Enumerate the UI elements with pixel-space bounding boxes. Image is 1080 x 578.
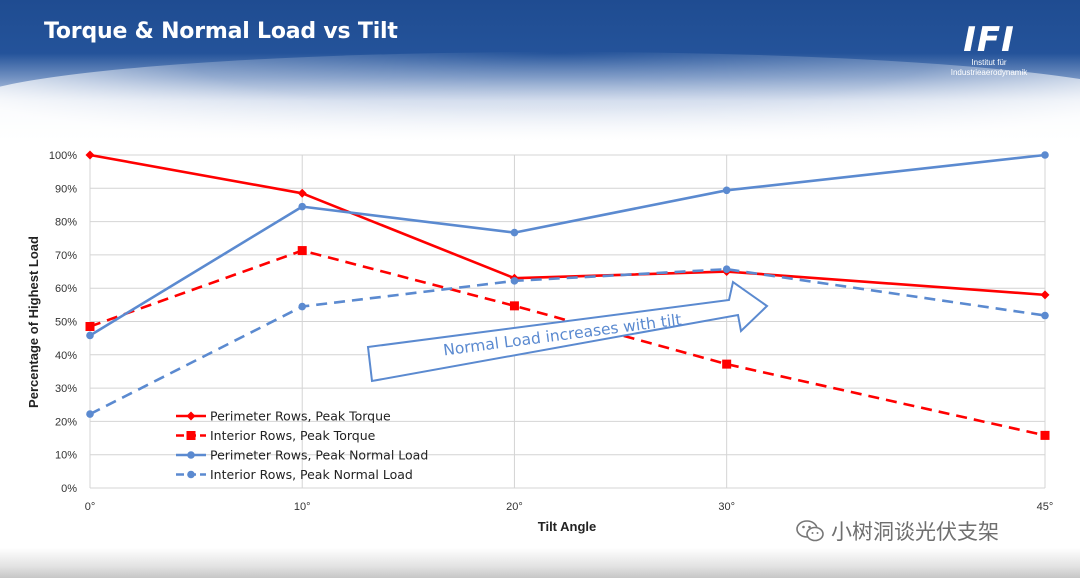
logo-line2: Industrieaerodynamik xyxy=(950,68,1028,77)
x-tick-label: 45° xyxy=(1037,501,1054,513)
legend-label: Perimeter Rows, Peak Torque xyxy=(210,409,391,424)
data-point xyxy=(297,188,307,198)
legend-marker xyxy=(187,451,195,459)
data-point xyxy=(298,302,307,311)
annotation-arrow: Normal Load increases with tilt xyxy=(366,280,769,383)
data-point xyxy=(722,265,731,274)
y-tick-label: 60% xyxy=(55,283,77,295)
x-tick-label: 10° xyxy=(294,501,311,513)
x-tick-label: 20° xyxy=(506,501,523,513)
y-tick-label: 10% xyxy=(55,450,77,462)
data-point xyxy=(297,246,307,256)
wechat-icon xyxy=(796,520,824,542)
data-point xyxy=(722,359,732,369)
watermark-text: 小树洞谈光伏支架 xyxy=(831,520,999,544)
data-point xyxy=(298,202,307,211)
legend-item: Perimeter Rows, Peak Torque xyxy=(176,409,391,424)
x-axis-label: Tilt Angle xyxy=(538,519,597,534)
y-tick-label: 40% xyxy=(55,350,77,362)
data-point xyxy=(86,331,94,340)
data-point xyxy=(85,321,95,331)
y-tick-label: 70% xyxy=(55,250,77,262)
data-point xyxy=(509,301,519,311)
x-tick-label: 30° xyxy=(718,501,735,513)
header-wave xyxy=(0,52,1080,140)
y-axis-label: Percentage of Highest Load xyxy=(26,236,41,408)
logo-mark: IFI xyxy=(963,20,1015,60)
chart-grid xyxy=(89,154,1046,489)
legend-marker xyxy=(186,431,196,440)
chart-series xyxy=(85,150,1050,440)
y-tick-label: 30% xyxy=(55,383,77,395)
data-point xyxy=(510,277,519,285)
data-point xyxy=(510,228,519,237)
y-tick-label: 100% xyxy=(49,150,77,162)
series-2 xyxy=(86,151,1049,340)
y-tick-label: 0% xyxy=(61,483,77,495)
legend-label: Interior Rows, Peak Normal Load xyxy=(210,467,413,482)
annotation-arrow-shape xyxy=(366,280,769,383)
legend-item: Perimeter Rows, Peak Normal Load xyxy=(176,448,428,463)
y-tick-label: 20% xyxy=(55,416,77,428)
y-tick-label: 80% xyxy=(55,217,77,229)
chart-ticks: 0% 10% 20% 30% 40% 50% 60% 70% 80% 90% 100% 0° 10° 20… xyxy=(49,150,1053,513)
data-point xyxy=(1040,290,1050,300)
series-line xyxy=(89,249,1046,437)
slide-header: Torque & Normal Load vs Tilt IFI Institu… xyxy=(0,0,1080,140)
slide-title: Torque & Normal Load vs Tilt xyxy=(44,19,398,44)
y-tick-label: 90% xyxy=(55,183,77,195)
legend-label: Interior Rows, Peak Torque xyxy=(210,428,376,443)
x-tick-label: 0° xyxy=(85,501,96,513)
series-3 xyxy=(86,265,1049,418)
legend-item: Interior Rows, Peak Torque xyxy=(176,428,376,443)
y-tick-label: 50% xyxy=(55,317,77,329)
data-point xyxy=(85,150,95,160)
data-point xyxy=(1040,430,1050,440)
legend-marker xyxy=(186,411,196,421)
legend-marker xyxy=(187,470,195,479)
slide-footer xyxy=(0,548,1080,578)
series-1 xyxy=(85,246,1050,440)
legend-item: Interior Rows, Peak Normal Load xyxy=(176,467,413,482)
logo-line1: Institut für xyxy=(971,58,1007,67)
data-point xyxy=(1041,151,1049,159)
legend-label: Perimeter Rows, Peak Normal Load xyxy=(210,448,428,463)
data-point xyxy=(1041,311,1049,320)
watermark: 小树洞谈光伏支架 xyxy=(795,517,999,545)
data-point xyxy=(86,410,94,418)
ifi-logo: IFI Institut für Industrieaerodynamik xyxy=(944,22,1034,92)
chart-legend: Perimeter Rows, Peak Torque Interior Rows… xyxy=(176,409,428,482)
data-point xyxy=(722,186,731,195)
